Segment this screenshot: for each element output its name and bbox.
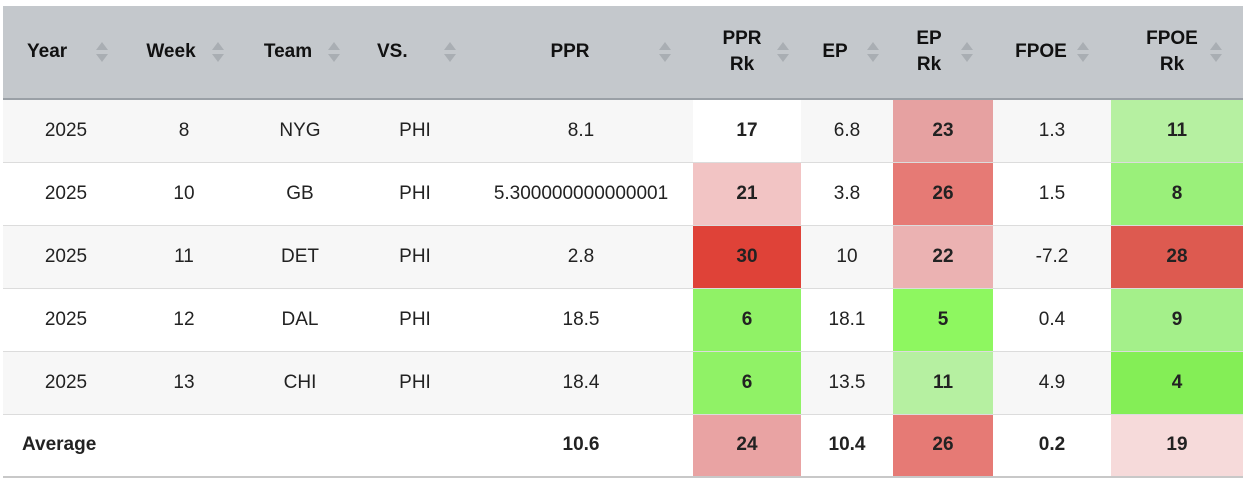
table-row: 2025 13 CHI PHI 18.4 6 13.5 11 4.9 4 xyxy=(3,351,1243,415)
sort-arrows-icon[interactable] xyxy=(96,42,108,62)
sort-arrows-icon[interactable] xyxy=(961,42,973,62)
cell-fpoe: 1.3 xyxy=(993,99,1111,163)
average-ppr-rk: 24 xyxy=(693,414,801,478)
cell-ep: 6.8 xyxy=(801,99,893,163)
col-header-ppr-rk[interactable]: PPR Rk xyxy=(693,6,801,100)
cell-week: 13 xyxy=(129,351,239,415)
table-row: 2025 8 NYG PHI 8.1 17 6.8 23 1.3 11 xyxy=(3,99,1243,163)
col-header-ep[interactable]: EP xyxy=(801,6,893,100)
cell-vs: PHI xyxy=(361,351,469,415)
average-ppr: 10.6 xyxy=(469,414,693,478)
cell-year: 2025 xyxy=(3,99,129,163)
cell-fpoe-rk: 4 xyxy=(1111,351,1243,415)
col-header-fpoe[interactable]: FPOE xyxy=(993,6,1111,100)
sort-arrows-icon[interactable] xyxy=(328,42,340,62)
cell-ppr: 18.4 xyxy=(469,351,693,415)
col-header-year[interactable]: Year xyxy=(3,6,129,100)
average-ep-rk: 26 xyxy=(893,414,993,478)
cell-ppr-rk: 21 xyxy=(693,162,801,226)
cell-week: 10 xyxy=(129,162,239,226)
average-ep: 10.4 xyxy=(801,414,893,478)
cell-empty xyxy=(239,414,361,478)
cell-empty xyxy=(361,414,469,478)
weekly-stats-table: Year Week Team VS. PPR PPR Rk xyxy=(3,6,1243,478)
col-header-team[interactable]: Team xyxy=(239,6,361,100)
table-row: 2025 12 DAL PHI 18.5 6 18.1 5 0.4 9 xyxy=(3,288,1243,352)
sort-arrows-icon[interactable] xyxy=(1077,42,1089,62)
cell-week: 12 xyxy=(129,288,239,352)
cell-year: 2025 xyxy=(3,288,129,352)
col-header-week[interactable]: Week xyxy=(129,6,239,100)
cell-fpoe: 0.4 xyxy=(993,288,1111,352)
sort-arrows-icon[interactable] xyxy=(777,42,789,62)
cell-fpoe: -7.2 xyxy=(993,225,1111,289)
cell-fpoe-rk: 11 xyxy=(1111,99,1243,163)
stats-table-container: Year Week Team VS. PPR PPR Rk xyxy=(3,6,1243,478)
cell-ep: 18.1 xyxy=(801,288,893,352)
average-row: Average 10.6 24 10.4 26 0.2 19 xyxy=(3,414,1243,478)
cell-team: DAL xyxy=(239,288,361,352)
cell-vs: PHI xyxy=(361,162,469,226)
cell-fpoe: 4.9 xyxy=(993,351,1111,415)
cell-ep-rk: 22 xyxy=(893,225,993,289)
cell-fpoe-rk: 28 xyxy=(1111,225,1243,289)
cell-fpoe-rk: 8 xyxy=(1111,162,1243,226)
col-header-vs[interactable]: VS. xyxy=(361,6,469,100)
cell-ppr-rk: 30 xyxy=(693,225,801,289)
cell-team: DET xyxy=(239,225,361,289)
cell-year: 2025 xyxy=(3,225,129,289)
cell-ppr: 5.300000000000001 xyxy=(469,162,693,226)
cell-fpoe-rk: 9 xyxy=(1111,288,1243,352)
table-row: 2025 11 DET PHI 2.8 30 10 22 -7.2 28 xyxy=(3,225,1243,289)
average-fpoe-rk: 19 xyxy=(1111,414,1243,478)
cell-ppr-rk: 6 xyxy=(693,351,801,415)
cell-vs: PHI xyxy=(361,99,469,163)
average-label: Average xyxy=(3,414,129,478)
cell-ep: 3.8 xyxy=(801,162,893,226)
sort-arrows-icon[interactable] xyxy=(212,42,224,62)
cell-ep: 13.5 xyxy=(801,351,893,415)
average-fpoe: 0.2 xyxy=(993,414,1111,478)
cell-week: 11 xyxy=(129,225,239,289)
cell-ppr: 8.1 xyxy=(469,99,693,163)
cell-ppr: 18.5 xyxy=(469,288,693,352)
col-header-ep-rk[interactable]: EP Rk xyxy=(893,6,993,100)
table-row: 2025 10 GB PHI 5.300000000000001 21 3.8 26 1.5 8 xyxy=(3,162,1243,226)
cell-ep-rk: 5 xyxy=(893,288,993,352)
cell-ep-rk: 23 xyxy=(893,99,993,163)
sort-arrows-icon[interactable] xyxy=(444,42,456,62)
cell-ppr-rk: 17 xyxy=(693,99,801,163)
sort-arrows-icon[interactable] xyxy=(1210,42,1222,62)
cell-fpoe: 1.5 xyxy=(993,162,1111,226)
cell-year: 2025 xyxy=(3,351,129,415)
cell-team: NYG xyxy=(239,99,361,163)
cell-empty xyxy=(129,414,239,478)
col-header-fpoe-rk[interactable]: FPOE Rk xyxy=(1111,6,1243,100)
cell-vs: PHI xyxy=(361,288,469,352)
cell-ppr-rk: 6 xyxy=(693,288,801,352)
cell-ep-rk: 11 xyxy=(893,351,993,415)
cell-vs: PHI xyxy=(361,225,469,289)
cell-team: GB xyxy=(239,162,361,226)
col-header-ppr[interactable]: PPR xyxy=(469,6,693,100)
sort-arrows-icon[interactable] xyxy=(867,42,879,62)
cell-team: CHI xyxy=(239,351,361,415)
cell-year: 2025 xyxy=(3,162,129,226)
cell-ep: 10 xyxy=(801,225,893,289)
cell-ppr: 2.8 xyxy=(469,225,693,289)
cell-week: 8 xyxy=(129,99,239,163)
cell-ep-rk: 26 xyxy=(893,162,993,226)
sort-arrows-icon[interactable] xyxy=(659,42,671,62)
table-header-row: Year Week Team VS. PPR PPR Rk xyxy=(3,6,1243,100)
